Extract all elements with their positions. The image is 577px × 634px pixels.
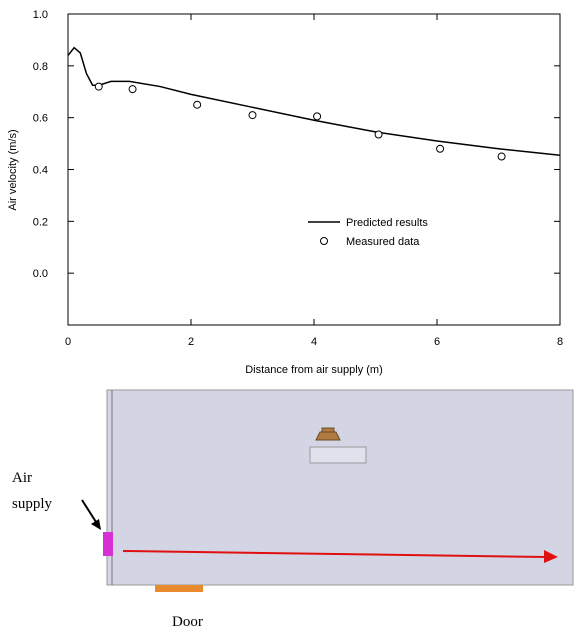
- y-tick-label: 0.2: [33, 216, 48, 228]
- pointer-head: [91, 519, 101, 530]
- measured-point: [436, 144, 445, 153]
- measured-point: [374, 130, 383, 139]
- x-tick-label: 0: [65, 336, 71, 348]
- table: [309, 446, 367, 464]
- legend-label: Measured data: [346, 236, 420, 248]
- measured-point: [193, 100, 202, 109]
- airflow-arrow: [122, 550, 547, 558]
- x-tick-label: 4: [311, 336, 317, 348]
- plot-frame: [67, 13, 561, 326]
- measured-point: [128, 85, 137, 94]
- door: [155, 585, 203, 592]
- measured-point: [94, 82, 103, 91]
- arrow-head: [544, 550, 558, 563]
- x-tick-label: 6: [434, 336, 440, 348]
- x-axis-label: Distance from air supply (m): [245, 364, 383, 376]
- air-supply-label: Air: [12, 470, 32, 486]
- pointer-arrow: [81, 499, 97, 523]
- y-tick-label: 1.0: [33, 9, 48, 21]
- air-supply-label: supply: [12, 496, 53, 512]
- legend-label: Predicted results: [346, 217, 428, 229]
- y-tick-label: 0.8: [33, 61, 48, 73]
- legend-marker: [320, 237, 328, 245]
- room-diagram: Air supply Door: [12, 389, 574, 630]
- door-label: Door: [172, 614, 203, 630]
- occupant: [315, 427, 341, 441]
- predicted-line: [67, 46, 561, 156]
- y-axis-label: Air velocity (m/s): [7, 129, 19, 210]
- x-tick-label: 8: [557, 336, 563, 348]
- y-tick-label: 0.6: [33, 113, 48, 125]
- measured-point: [313, 112, 322, 121]
- x-tick-label: 2: [188, 336, 194, 348]
- air-supply-inlet: [103, 532, 113, 556]
- y-tick-label: 0.4: [33, 165, 48, 177]
- measured-point: [248, 111, 257, 120]
- y-tick-label: 0.0: [33, 268, 48, 280]
- measured-point: [497, 152, 506, 161]
